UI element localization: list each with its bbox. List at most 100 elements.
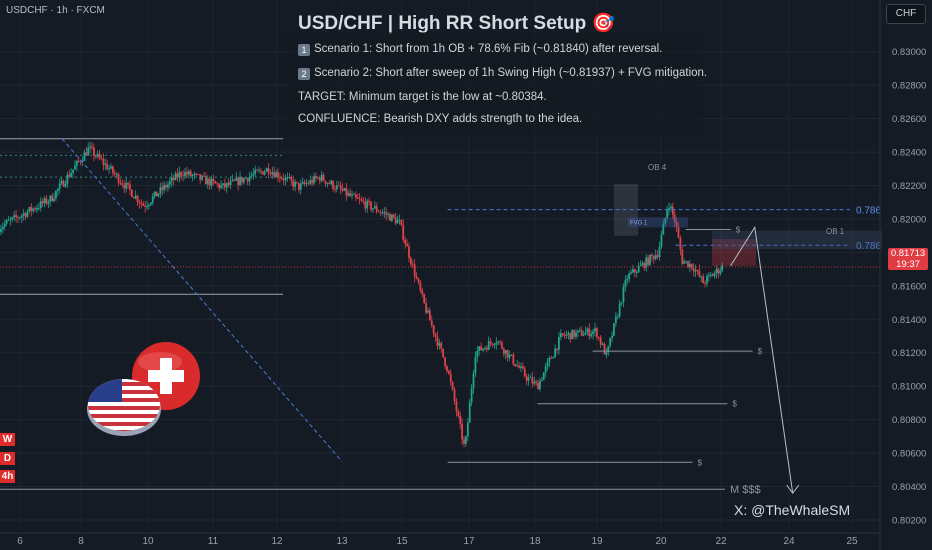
candle-body — [451, 381, 454, 390]
candle-body — [565, 334, 568, 336]
candle-body — [43, 198, 46, 204]
candle-body — [115, 174, 118, 175]
candle-body — [512, 354, 515, 365]
candle-body — [129, 184, 131, 190]
candle-body — [83, 152, 86, 162]
candle-body — [438, 342, 441, 346]
candle-body — [34, 208, 36, 210]
candle-body — [597, 337, 600, 339]
candle-body — [377, 211, 380, 213]
candle-body — [446, 366, 448, 372]
candle-body — [191, 175, 194, 177]
timeframe-tag-daily[interactable]: D — [0, 452, 15, 465]
candle-body — [201, 175, 203, 180]
candle-body — [637, 266, 640, 273]
candle-body — [186, 172, 188, 175]
candle-body — [671, 206, 674, 215]
price-tick-label: 0.83000 — [892, 47, 926, 58]
candle-body — [144, 205, 147, 208]
candle-body — [74, 165, 76, 170]
candle-body — [366, 200, 369, 209]
candle-body — [3, 223, 6, 227]
candle-body — [362, 200, 365, 203]
candle-body — [322, 174, 325, 181]
candle-body — [398, 219, 401, 221]
candle-body — [632, 269, 634, 273]
note-scenario-1: 1 Scenario 1: Short from 1h OB + 78.6% Fi… — [298, 43, 662, 56]
candle-body — [436, 336, 439, 346]
time-tick-label: 18 — [529, 536, 541, 547]
candle-body — [102, 159, 105, 165]
candle-body — [203, 175, 205, 177]
candle-body — [134, 195, 137, 199]
time-axis[interactable]: 6 8 10 11 12 13 15 17 18 19 20 22 24 25 — [0, 532, 880, 547]
candle-body — [717, 268, 720, 274]
candle-body — [485, 347, 488, 350]
candle-body — [170, 177, 173, 182]
time-tick-label: 19 — [591, 536, 603, 547]
candle-body — [24, 213, 27, 217]
candle-body — [364, 202, 367, 209]
fvg-label: FVG 1 — [630, 220, 648, 226]
candle-body — [704, 283, 706, 284]
candle-body — [108, 168, 110, 170]
candle-body — [70, 173, 73, 177]
candle-body — [670, 206, 672, 209]
candle-body — [544, 366, 547, 373]
candle-body — [225, 182, 228, 188]
candle-body — [110, 166, 112, 169]
candle-body — [688, 263, 691, 268]
candle-body — [93, 147, 95, 157]
candle-body — [106, 163, 109, 170]
candle-body — [239, 176, 241, 185]
candle-body — [297, 182, 300, 190]
candle-body — [639, 265, 642, 267]
candle-body — [159, 187, 162, 194]
candle-body — [449, 373, 452, 382]
candle-body — [719, 270, 722, 274]
candle-body — [373, 206, 376, 209]
price-tick-label: 0.80600 — [892, 449, 926, 460]
candle-body — [546, 361, 549, 367]
candle-body — [62, 180, 65, 187]
price-tick-label: 0.82400 — [892, 148, 926, 159]
candle-body — [20, 215, 23, 218]
candle-body — [218, 183, 221, 188]
candle-body — [127, 182, 129, 185]
candle-body — [138, 202, 141, 204]
candle-body — [474, 357, 477, 374]
candle-body — [280, 178, 283, 179]
candle-body — [666, 210, 669, 218]
candle-body — [256, 169, 259, 171]
candle-body — [161, 187, 164, 191]
candle-body — [561, 333, 564, 335]
candle-body — [660, 234, 663, 247]
candle-body — [577, 330, 579, 333]
candle-body — [694, 270, 697, 272]
candle-body — [537, 382, 539, 390]
candle-body — [51, 195, 54, 201]
candle-body — [222, 183, 224, 186]
candle-body — [552, 357, 555, 359]
candle-body — [248, 176, 251, 182]
candle-body — [573, 330, 576, 337]
candle-body — [651, 254, 653, 257]
price-tick-label: 0.82000 — [892, 214, 926, 225]
timeframe-tag-weekly[interactable]: W — [0, 433, 15, 446]
price-tick-label: 0.80800 — [892, 415, 926, 426]
candle-body — [49, 195, 52, 202]
candle-body — [197, 173, 200, 175]
price-axis[interactable]: 0.83000 0.82800 0.82600 0.82400 0.82200 0.820… — [879, 0, 926, 550]
liquidity-label: $ — [698, 458, 703, 467]
candle-body — [163, 185, 166, 191]
fvg-zone — [628, 217, 688, 228]
candle-body — [341, 189, 344, 191]
symbol-label[interactable]: USDCHF · 1h · FXCM — [6, 5, 105, 16]
candle-body — [282, 178, 285, 181]
candle-body — [30, 206, 33, 212]
candle-body — [506, 350, 509, 358]
currency-button[interactable]: CHF — [886, 4, 926, 24]
candle-body — [499, 341, 501, 343]
timeframe-tag-4h[interactable]: 4h — [0, 470, 15, 483]
candle-body — [15, 215, 17, 218]
